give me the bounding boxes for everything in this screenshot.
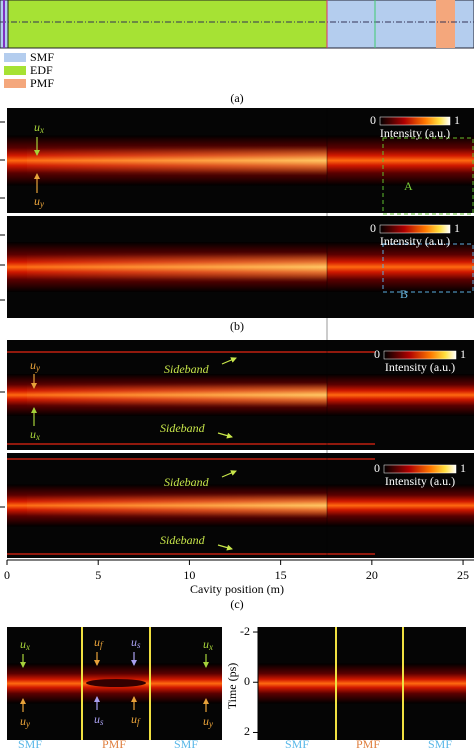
x-tick-label: 5 bbox=[95, 568, 101, 582]
annotation-base: u bbox=[203, 637, 209, 651]
colorbar bbox=[379, 224, 451, 234]
fiber-label: SMF bbox=[174, 737, 198, 751]
heatmaps bbox=[7, 108, 474, 740]
colorbar-max: 1 bbox=[454, 113, 460, 127]
x-tick-label: 20 bbox=[366, 568, 378, 582]
beam-core bbox=[27, 145, 327, 176]
annotation-sub: f bbox=[100, 640, 104, 650]
annotation-sub: s bbox=[100, 717, 104, 727]
x-tick-label: 25 bbox=[457, 568, 469, 582]
y-tick-label: 2 bbox=[244, 724, 250, 738]
axis-label: Time (ps) bbox=[225, 663, 239, 710]
annotation: uy bbox=[20, 714, 30, 729]
annotation-base: u bbox=[20, 714, 26, 728]
legend-label: EDF bbox=[30, 63, 53, 77]
annotation: us bbox=[131, 635, 141, 650]
colorbar-min: 0 bbox=[370, 221, 376, 235]
axis-label: Cavity position (m) bbox=[190, 582, 284, 596]
annotation: ux bbox=[203, 637, 213, 652]
arrow bbox=[217, 544, 233, 551]
beam bbox=[258, 663, 466, 704]
fiber-layout bbox=[0, 0, 474, 49]
annotation-base: u bbox=[203, 714, 209, 728]
legend-label: PMF bbox=[30, 76, 54, 90]
colorbar-min: 0 bbox=[370, 113, 376, 127]
y-tick-label: 0 bbox=[244, 674, 250, 688]
colorbar-title: Intensity (a.u.) bbox=[385, 474, 455, 488]
colorbar-max: 1 bbox=[460, 347, 466, 361]
x-tick-label: 10 bbox=[183, 568, 195, 582]
annotation: uy bbox=[34, 194, 44, 209]
legend: SMF EDF PMF bbox=[4, 50, 54, 90]
annotation-sub: x bbox=[25, 642, 30, 652]
annotation: uy bbox=[203, 714, 213, 729]
caption: (c) bbox=[230, 597, 243, 611]
annotation-base: u bbox=[94, 635, 100, 649]
annotation: uf bbox=[131, 712, 141, 727]
colorbar-title: Intensity (a.u.) bbox=[380, 234, 450, 248]
beam-core bbox=[27, 252, 327, 282]
zoom-box bbox=[382, 137, 474, 215]
beam-core bbox=[27, 492, 327, 519]
panel-b-labels: ux uy A B (b) bbox=[34, 120, 413, 333]
beam-core bbox=[27, 145, 327, 176]
annotation: Sideband bbox=[160, 533, 206, 547]
annotation: uf bbox=[94, 635, 104, 650]
arrow bbox=[221, 357, 237, 365]
fiber-label: PMF bbox=[102, 737, 126, 751]
colorbar-title: Intensity (a.u.) bbox=[385, 360, 455, 374]
panel-d-labels: Time (ps) SMF PMF SMF SMF PMF SMF bbox=[18, 663, 452, 751]
y-tick-label: -2 bbox=[240, 624, 250, 638]
caption: (a) bbox=[230, 91, 243, 105]
annotation-base: u bbox=[20, 637, 26, 651]
fiber-label: SMF bbox=[428, 737, 452, 751]
zoom-box bbox=[382, 243, 474, 293]
colorbar-min: 0 bbox=[374, 347, 380, 361]
annotation: Sideband bbox=[160, 421, 206, 435]
annotation: uy bbox=[30, 358, 40, 373]
annotation: us bbox=[94, 712, 104, 727]
pinch bbox=[86, 679, 146, 687]
annotation-sub: f bbox=[137, 717, 141, 727]
annotation-base: u bbox=[131, 712, 137, 726]
colorbar bbox=[379, 116, 451, 126]
annotation-sub: y bbox=[208, 719, 213, 729]
arrow bbox=[221, 470, 237, 478]
fiber-label: PMF bbox=[356, 737, 380, 751]
beam-core bbox=[27, 492, 327, 519]
colorbar bbox=[383, 464, 457, 474]
colorbar bbox=[383, 350, 457, 360]
annotation: ux bbox=[20, 637, 30, 652]
annotation-sub: s bbox=[137, 640, 141, 650]
legend-label: SMF bbox=[30, 50, 54, 64]
panel-c-labels: uy ux Sideband Sideband Sideband Sideban… bbox=[30, 358, 284, 611]
caption: (b) bbox=[230, 319, 244, 333]
annotation-sub: y bbox=[25, 719, 30, 729]
x-tick-label: 0 bbox=[4, 568, 10, 582]
annotation-base: u bbox=[131, 635, 137, 649]
fiber-label: SMF bbox=[18, 737, 42, 751]
beam-core bbox=[27, 382, 327, 408]
colorbar-max: 1 bbox=[454, 221, 460, 235]
fiber-label: SMF bbox=[285, 737, 309, 751]
x-tick-label: 15 bbox=[275, 568, 287, 582]
annotation: Sideband bbox=[164, 475, 210, 489]
annotation: Sideband bbox=[164, 362, 210, 376]
arrow bbox=[217, 432, 233, 439]
beam-core bbox=[27, 252, 327, 282]
colorbar-max: 1 bbox=[460, 461, 466, 475]
annotation-sub: x bbox=[208, 642, 213, 652]
annotation: ux bbox=[30, 427, 40, 442]
box-label: B bbox=[400, 287, 408, 301]
annotation: ux bbox=[34, 120, 44, 135]
beam-core bbox=[27, 382, 327, 408]
box-label: A bbox=[404, 179, 413, 193]
colorbar-title: Intensity (a.u.) bbox=[380, 126, 450, 140]
annotation-base: u bbox=[94, 712, 100, 726]
colorbar-min: 0 bbox=[374, 461, 380, 475]
